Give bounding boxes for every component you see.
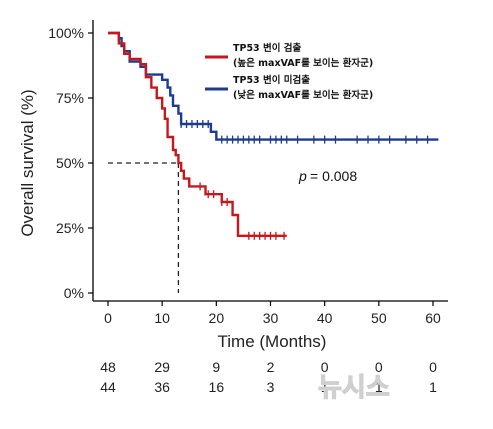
risk-count: 1 — [429, 379, 437, 395]
y-ticks: 0% 25% 50% 75% 100% — [48, 25, 93, 301]
risk-count: 2 — [267, 359, 275, 375]
legend-series-1-name: TP53 변이 검출 — [233, 42, 301, 54]
x-tick-label: 50 — [371, 310, 387, 326]
risk-count: 3 — [267, 379, 275, 395]
risk-count: 0 — [375, 359, 383, 375]
survival-curves — [108, 31, 439, 240]
x-tick-label: 60 — [425, 310, 441, 326]
risk-count: 0 — [429, 359, 437, 375]
x-tick-label: 20 — [209, 310, 225, 326]
y-tick-label: 75% — [56, 90, 84, 106]
risk-count: 48 — [100, 359, 116, 375]
x-tick-label: 40 — [317, 310, 333, 326]
y-axis-title: Overall survival (%) — [18, 89, 37, 236]
x-tick-label: 0 — [104, 310, 112, 326]
risk-count: 16 — [209, 379, 225, 395]
legend-series-2-sub: (낮은 maxVAF를 보이는 환자군) — [233, 89, 373, 101]
watermark-logo: 뉴시스 — [318, 373, 390, 403]
y-tick-label: 50% — [56, 155, 84, 171]
median-reference-lines — [108, 162, 180, 293]
risk-count: 1 — [375, 379, 383, 395]
x-tick-label: 10 — [154, 310, 170, 326]
risk-table: 48 29 9 2 0 0 0 44 36 16 3 1 1 1 — [100, 359, 437, 395]
legend-series-2-name: TP53 변이 미검출 — [233, 74, 310, 86]
risk-count: 29 — [154, 359, 170, 375]
p-value: = 0.008 — [310, 168, 357, 184]
y-tick-label: 25% — [56, 220, 84, 236]
risk-count: 9 — [212, 359, 220, 375]
p-label: p — [298, 168, 307, 184]
y-tick-label: 0% — [64, 285, 84, 301]
risk-count: 0 — [321, 359, 329, 375]
legend: TP53 변이 검출 (높은 maxVAF를 보이는 환자군) TP53 변이 … — [205, 42, 373, 101]
y-tick-label: 100% — [48, 25, 84, 41]
x-tick-label: 30 — [263, 310, 279, 326]
legend-series-1-sub: (높은 maxVAF를 보이는 환자군) — [233, 57, 373, 69]
x-axis-title: Time (Months) — [218, 332, 327, 351]
risk-count: 44 — [100, 379, 116, 395]
x-ticks: 0 10 20 30 40 50 60 — [104, 301, 441, 326]
risk-count: 36 — [154, 379, 170, 395]
risk-count: 1 — [321, 379, 329, 395]
p-value-annotation: p = 0.008 — [298, 168, 357, 184]
